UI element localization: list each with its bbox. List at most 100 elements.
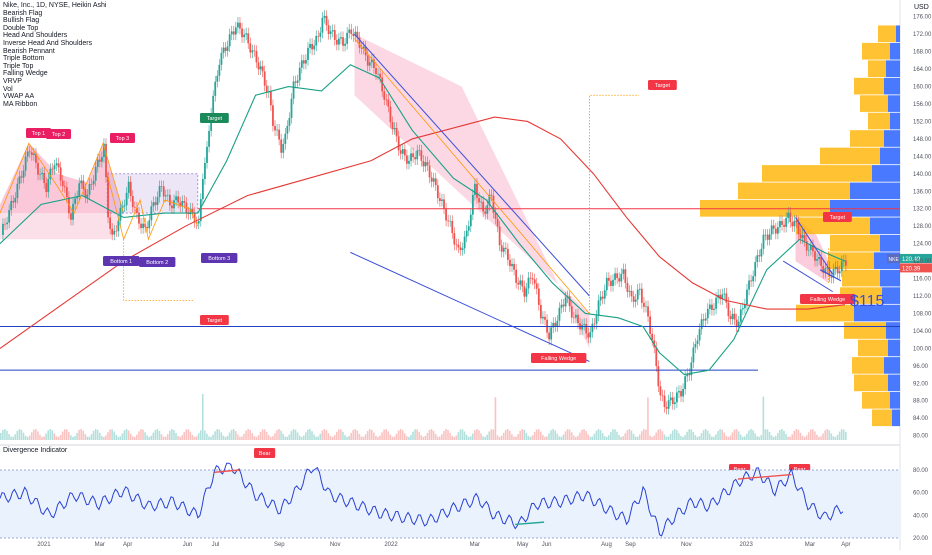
volume-bar	[480, 433, 482, 440]
pattern-label-top3[interactable]	[110, 133, 135, 143]
candle-body	[158, 186, 161, 198]
legend-item[interactable]: Double Top	[3, 24, 39, 32]
legend-item[interactable]: Falling Wedge	[3, 70, 48, 78]
candle-body	[795, 220, 798, 223]
candle-body	[680, 391, 682, 397]
volume-bar	[809, 429, 812, 440]
volume-bar	[649, 435, 651, 440]
pattern-label-bottom2[interactable]	[139, 257, 176, 267]
volume-bar	[828, 430, 831, 440]
candle-body	[125, 192, 128, 206]
y-tick-label: 80.00	[913, 434, 929, 440]
legend-item[interactable]: VWAP AA	[3, 93, 35, 101]
divergence-line	[0, 462, 844, 537]
pattern-label-fw1[interactable]	[531, 353, 587, 363]
volume-bar	[255, 436, 258, 440]
vrvp-up-bar	[886, 60, 900, 78]
legend-item[interactable]: Bearish Flag	[3, 9, 43, 17]
candle-body	[294, 81, 297, 83]
volume-bar	[834, 436, 837, 440]
legend-item[interactable]: VRVP	[3, 77, 22, 85]
volume-bar	[375, 435, 377, 440]
candle-body	[259, 66, 262, 70]
candle-body	[593, 323, 596, 325]
candle-body	[123, 205, 126, 207]
volume-bar	[523, 429, 526, 440]
volume-bar	[131, 436, 134, 440]
pattern-label-text: Bear	[259, 451, 271, 457]
vrvp-up-bar	[896, 25, 900, 43]
legend-item[interactable]: Triple Bottom	[3, 55, 45, 63]
legend-item[interactable]: Triple Top	[3, 62, 34, 70]
candle-body	[8, 210, 11, 223]
pattern-label-top2[interactable]	[46, 129, 71, 139]
candle-body	[488, 194, 491, 206]
candle-body	[797, 222, 800, 235]
candle-body	[840, 261, 843, 272]
volume-bar	[55, 436, 58, 440]
candle-body	[490, 194, 493, 196]
volume-bar	[342, 431, 344, 440]
candle-body	[682, 388, 684, 397]
x-tick-label: 2022	[384, 542, 398, 548]
pattern-label-bottom1[interactable]	[103, 256, 140, 266]
legend-item[interactable]: Bearish Pennant	[3, 47, 55, 55]
legend-item[interactable]: Bullish Flag	[3, 17, 40, 25]
pattern-label-fw2[interactable]	[800, 294, 856, 304]
legend-item[interactable]: Inverse Head And Shoulders	[3, 39, 93, 47]
pattern-label-bottom3[interactable]	[201, 253, 238, 263]
candle-body	[127, 181, 130, 193]
volume-bar	[715, 434, 717, 440]
candle-body	[535, 283, 538, 289]
wedge-mid-line	[354, 38, 590, 314]
candle-body	[614, 273, 616, 280]
volume-bar	[708, 433, 711, 440]
pattern-label-target4[interactable]	[823, 212, 852, 222]
candle-body	[98, 159, 101, 162]
candle-body	[776, 227, 779, 234]
volume-bar	[418, 432, 420, 440]
legend-item[interactable]: Head And Shoulders	[3, 32, 68, 40]
candle-body	[422, 160, 425, 167]
volume-bar	[663, 434, 666, 440]
candle-body	[416, 150, 419, 160]
volume-bar	[350, 433, 352, 440]
legend-item[interactable]: MA Ribbon	[3, 100, 38, 108]
pattern-label-target3[interactable]	[648, 80, 677, 90]
candle-body	[696, 340, 699, 344]
vrvp-up-bar	[888, 339, 900, 357]
candle-body	[274, 125, 276, 131]
pattern-label-bear1[interactable]	[254, 448, 276, 458]
legend-item[interactable]: Vol	[3, 85, 13, 93]
candle-body	[193, 212, 196, 223]
volume-bar	[142, 429, 144, 440]
vrvp-down-bar	[850, 130, 884, 147]
volume-bar	[377, 436, 379, 440]
volume-bar	[381, 432, 383, 440]
candle-body	[601, 296, 604, 299]
candle-body	[199, 199, 202, 222]
volume-bar	[245, 430, 247, 440]
candle-body	[694, 343, 697, 348]
x-tick-label: Nov	[681, 542, 692, 548]
volume-bar	[59, 434, 62, 440]
candle-body	[22, 170, 25, 178]
pattern-label-target1[interactable]	[200, 113, 229, 123]
wedge2-upper-line	[795, 217, 834, 275]
y-tick-label: 176.00	[913, 15, 932, 21]
candle-body	[113, 230, 116, 235]
candle-body	[597, 300, 600, 316]
volume-bar	[158, 431, 161, 440]
candle-body	[206, 146, 208, 163]
candle-body	[649, 316, 652, 334]
volume-bar	[321, 430, 324, 440]
candle-body	[352, 33, 355, 37]
pattern-label-top1[interactable]	[26, 128, 51, 138]
volume-bar	[41, 436, 43, 440]
volume-bar	[676, 430, 678, 440]
chart-title[interactable]: Nike, Inc., 1D, NYSE, Heikin Ashi	[3, 2, 107, 9]
pattern-label-target2[interactable]	[200, 315, 229, 325]
volume-bar	[741, 436, 744, 440]
volume-bar	[764, 429, 767, 440]
